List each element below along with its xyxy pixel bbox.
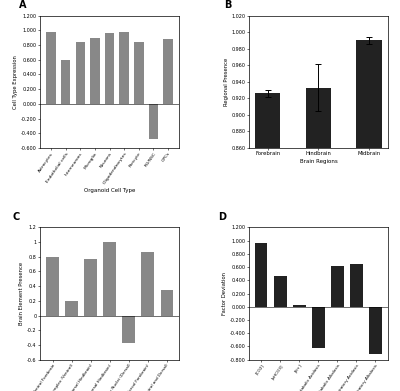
Bar [356,40,382,391]
Bar [350,264,363,307]
Bar [46,257,59,316]
Bar [160,290,173,316]
Bar [312,307,324,348]
Bar [104,242,116,316]
Bar [149,104,158,139]
Bar [90,38,100,104]
Bar [369,307,382,354]
Bar [255,243,268,307]
X-axis label: Organoid Cell Type: Organoid Cell Type [84,188,135,193]
X-axis label: Brain Regions: Brain Regions [300,159,337,164]
Bar [46,32,56,104]
Bar [76,42,85,104]
Y-axis label: Cell Type Expression: Cell Type Expression [13,55,18,109]
Text: C: C [12,212,20,222]
Bar [163,39,173,104]
Bar [293,305,306,307]
Text: B: B [224,0,231,10]
Text: D: D [218,212,226,222]
Y-axis label: Factor Deviation: Factor Deviation [222,272,227,315]
Bar [122,316,135,343]
Bar [306,88,331,391]
Bar [274,276,286,307]
Bar [134,42,144,104]
Y-axis label: Regional Presence: Regional Presence [224,58,228,106]
Bar [65,301,78,316]
Text: A: A [19,0,27,10]
Bar [142,252,154,316]
Bar [61,60,70,104]
Bar [255,93,280,391]
Bar [105,32,114,104]
Bar [84,258,97,316]
Bar [120,32,129,104]
Bar [331,266,344,307]
Y-axis label: Brain Element Presence: Brain Element Presence [19,262,24,325]
